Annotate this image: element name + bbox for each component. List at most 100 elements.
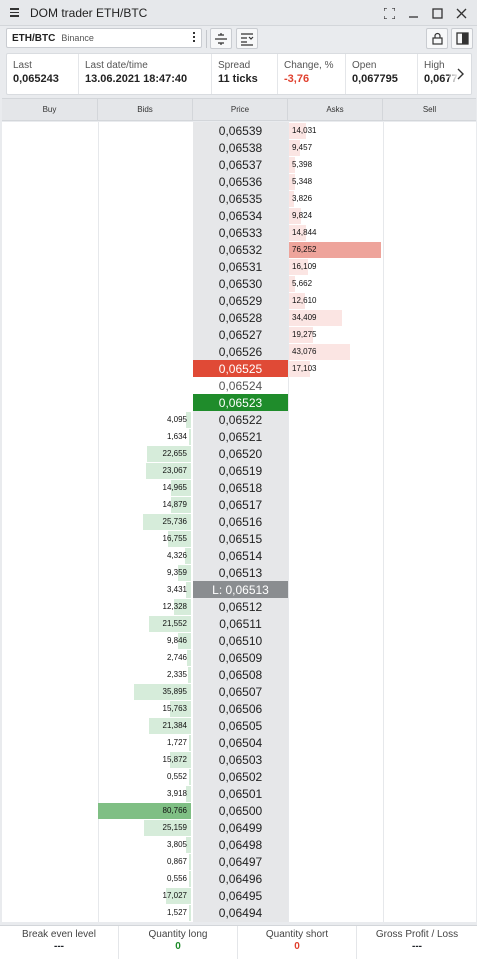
- dom-row[interactable]: 1,727 0,06504: [2, 734, 476, 751]
- dom-row[interactable]: 25,736 0,06516: [2, 513, 476, 530]
- price-cell[interactable]: 0,06529: [218, 293, 263, 308]
- dom-row[interactable]: 12,610 0,06529: [2, 292, 476, 309]
- bid-volume[interactable]: 17,027: [162, 891, 187, 900]
- bid-volume[interactable]: 4,095: [166, 415, 187, 424]
- dom-row[interactable]: 4,326 0,06514: [2, 547, 476, 564]
- bid-volume[interactable]: 14,965: [162, 483, 187, 492]
- ask-volume[interactable]: 17,103: [292, 364, 317, 373]
- best-bid-price[interactable]: 0,06523: [193, 394, 288, 411]
- dom-row[interactable]: 3,826 0,06535: [2, 190, 476, 207]
- dom-row[interactable]: 17,027 0,06495: [2, 887, 476, 904]
- ask-volume[interactable]: 14,844: [292, 228, 317, 237]
- dom-row[interactable]: 5,348 0,06536: [2, 173, 476, 190]
- bid-volume[interactable]: 1,634: [166, 432, 187, 441]
- dom-row[interactable]: 14,879 0,06517: [2, 496, 476, 513]
- price-cell[interactable]: 0,06531: [218, 259, 263, 274]
- price-cell[interactable]: 0,06506: [218, 701, 263, 716]
- dom-row[interactable]: 23,067 0,06519: [2, 462, 476, 479]
- bid-volume[interactable]: 22,655: [162, 449, 187, 458]
- bid-volume[interactable]: 4,326: [166, 551, 187, 560]
- dom-row[interactable]: 43,076 0,06526: [2, 343, 476, 360]
- ask-volume[interactable]: 14,031: [292, 126, 317, 135]
- price-cell[interactable]: 0,06501: [218, 786, 263, 801]
- dom-row[interactable]: 0,556 0,06496: [2, 870, 476, 887]
- dom-row[interactable]: 9,359 0,06513: [2, 564, 476, 581]
- price-cell[interactable]: 0,06518: [218, 480, 263, 495]
- ask-volume[interactable]: 5,398: [292, 160, 313, 169]
- dom-row[interactable]: 3,431 L: 0,06513: [2, 581, 476, 598]
- dom-row[interactable]: 1,634 0,06521: [2, 428, 476, 445]
- more-options-icon[interactable]: [193, 32, 195, 42]
- bid-volume[interactable]: 2,335: [166, 670, 187, 679]
- price-cell[interactable]: 0,06507: [218, 684, 263, 699]
- price-cell[interactable]: 0,06493: [193, 921, 288, 922]
- price-cell[interactable]: 0,06514: [218, 548, 263, 563]
- dom-row[interactable]: 9,846 0,06510: [2, 632, 476, 649]
- dom-row[interactable]: 15,763 0,06506: [2, 700, 476, 717]
- bid-volume[interactable]: 9,846: [166, 636, 187, 645]
- last-price-cell[interactable]: L: 0,06513: [193, 581, 288, 598]
- hamburger-menu-icon[interactable]: [4, 0, 24, 26]
- price-cell[interactable]: 0,06533: [218, 225, 263, 240]
- price-cell[interactable]: 0,06502: [218, 769, 263, 784]
- bid-volume[interactable]: 25,159: [162, 823, 187, 832]
- price-cell[interactable]: 0,06498: [218, 837, 263, 852]
- price-cell[interactable]: 0,06511: [219, 616, 262, 631]
- price-cell[interactable]: 0,06500: [218, 803, 263, 818]
- panel-toggle-button[interactable]: [451, 28, 473, 49]
- price-cell[interactable]: 0,06519: [218, 463, 263, 478]
- bid-volume[interactable]: 23,067: [162, 466, 187, 475]
- price-cell[interactable]: 0,06508: [218, 667, 263, 682]
- price-cell[interactable]: 0,06516: [218, 514, 263, 529]
- bid-volume[interactable]: 25,736: [162, 517, 187, 526]
- collapse-levels-button[interactable]: [236, 28, 258, 49]
- column-header-buy[interactable]: Buy: [2, 99, 98, 120]
- column-header-asks[interactable]: Asks: [288, 99, 383, 120]
- column-header-sell[interactable]: Sell: [422, 105, 437, 114]
- price-cell[interactable]: 0,06537: [218, 157, 263, 172]
- ask-volume[interactable]: 9,457: [292, 143, 313, 152]
- bid-volume[interactable]: 21,384: [162, 721, 187, 730]
- price-cell[interactable]: 0,06536: [218, 174, 263, 189]
- price-cell[interactable]: 0,06497: [218, 854, 263, 869]
- dom-row[interactable]: 16,109 0,06531: [2, 258, 476, 275]
- dom-row[interactable]: 2,335 0,06508: [2, 666, 476, 683]
- price-cell[interactable]: 0,06524: [193, 377, 288, 394]
- price-cell[interactable]: 0,06534: [218, 208, 263, 223]
- dom-row[interactable]: 3,805 0,06498: [2, 836, 476, 853]
- bid-volume[interactable]: 9,359: [166, 568, 187, 577]
- bid-volume[interactable]: 21,552: [162, 619, 187, 628]
- ask-volume[interactable]: 16,109: [292, 262, 317, 271]
- best-ask-price[interactable]: 0,06525: [193, 360, 288, 377]
- bid-volume[interactable]: 1,527: [166, 908, 187, 917]
- dom-row[interactable]: 21,384 0,06505: [2, 717, 476, 734]
- dom-row[interactable]: 76,252 0,06532: [2, 241, 476, 258]
- price-cell[interactable]: 0,06522: [218, 412, 263, 427]
- dom-row[interactable]: 16,755 0,06515: [2, 530, 476, 547]
- dom-row[interactable]: 9,824 0,06534: [2, 207, 476, 224]
- ask-volume[interactable]: 12,610: [292, 296, 317, 305]
- dom-row[interactable]: 80,766 0,06500: [2, 802, 476, 819]
- dom-row[interactable]: 4,095 0,06522: [2, 411, 476, 428]
- bid-volume[interactable]: 0,552: [166, 772, 187, 781]
- dom-row[interactable]: 14,965 0,06518: [2, 479, 476, 496]
- dom-row[interactable]: 9,457 0,06538: [2, 139, 476, 156]
- chevron-right-icon[interactable]: [449, 54, 471, 94]
- price-cell[interactable]: 0,06509: [218, 650, 263, 665]
- dom-row[interactable]: 35,895 0,06507: [2, 683, 476, 700]
- bid-volume[interactable]: 0,832: [98, 921, 191, 922]
- bid-volume[interactable]: 0,867: [166, 857, 187, 866]
- price-cell[interactable]: 0,06521: [218, 429, 263, 444]
- price-cell[interactable]: 0,06526: [218, 344, 263, 359]
- dom-row[interactable]: 5,662 0,06530: [2, 275, 476, 292]
- price-cell[interactable]: 0,06520: [218, 446, 263, 461]
- bid-volume[interactable]: 15,872: [162, 755, 187, 764]
- center-price-button[interactable]: [210, 28, 232, 49]
- price-cell[interactable]: 0,06494: [218, 905, 263, 920]
- bid-volume[interactable]: 16,755: [162, 534, 187, 543]
- close-icon[interactable]: [451, 3, 471, 23]
- dom-row[interactable]: 25,159 0,06499: [2, 819, 476, 836]
- ask-volume[interactable]: 5,348: [292, 177, 313, 186]
- bid-volume[interactable]: 1,727: [166, 738, 187, 747]
- lock-button[interactable]: [426, 28, 448, 49]
